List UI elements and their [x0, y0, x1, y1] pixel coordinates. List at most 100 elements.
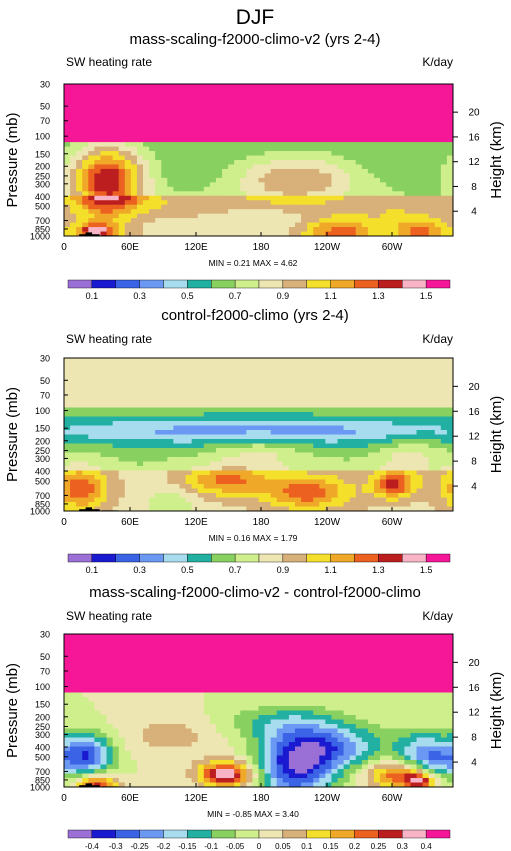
heatmap-cell — [367, 160, 375, 166]
heatmap-cell — [215, 164, 223, 170]
heatmap-cell — [355, 92, 363, 99]
heatmap-cell — [373, 106, 381, 112]
heatmap-cell — [149, 661, 156, 667]
heatmap-cell — [301, 403, 308, 409]
heatmap-cell — [410, 222, 418, 228]
heatmap-cell — [446, 84, 453, 90]
heatmap-cell — [392, 380, 399, 386]
heatmap-cell — [100, 439, 108, 445]
heatmap-cell — [234, 443, 241, 449]
heatmap-cell — [185, 434, 193, 440]
heatmap-cell — [258, 448, 266, 454]
heatmap-cell — [373, 119, 381, 125]
heatmap-cell — [252, 484, 260, 490]
heatmap-cell — [276, 195, 284, 201]
heatmap-cell — [301, 412, 308, 418]
y-tick-label: 1000 — [30, 232, 50, 242]
heatmap-cell — [434, 484, 442, 490]
heatmap-cell — [422, 479, 430, 485]
heatmap-cell — [386, 182, 393, 188]
heatmap-cell — [264, 475, 272, 481]
heatmap-cell — [185, 110, 193, 116]
heatmap-cell — [434, 200, 442, 206]
heatmap-cell — [240, 656, 247, 662]
heatmap-cell — [106, 452, 114, 458]
heatmap-cell — [434, 213, 442, 219]
heatmap-cell — [215, 209, 223, 215]
heatmap-cell — [100, 84, 108, 90]
heatmap-cell — [179, 443, 187, 449]
heatmap-cell — [94, 443, 102, 449]
heatmap-cell — [398, 457, 405, 463]
heatmap-cell — [410, 151, 418, 157]
heatmap-cell — [270, 661, 278, 667]
heatmap-cell — [234, 213, 241, 219]
heatmap-cell — [325, 222, 333, 228]
heatmap-cell — [203, 430, 211, 436]
heatmap-cell — [228, 421, 235, 427]
heatmap-cell — [88, 647, 95, 653]
heatmap-cell — [118, 506, 126, 511]
heatmap-cell — [258, 407, 266, 413]
heatmap-cell — [392, 457, 399, 463]
heatmap-cell — [294, 218, 302, 224]
heatmap-cell — [398, 407, 405, 413]
heatmap-cell — [228, 186, 235, 192]
heatmap-cell — [331, 362, 339, 368]
heatmap-cell — [301, 227, 308, 233]
heatmap-cell — [422, 213, 430, 219]
heatmap-cell — [130, 191, 138, 197]
heatmap-cell — [349, 506, 357, 511]
heatmap-cell — [161, 380, 168, 386]
heatmap-cell — [258, 213, 266, 219]
heatmap-cell — [88, 452, 95, 458]
heatmap-cell — [136, 506, 144, 511]
heatmap-cell — [331, 164, 339, 170]
heatmap-cell — [288, 106, 296, 112]
heatmap-cell — [197, 222, 205, 228]
heatmap-cell — [222, 479, 229, 485]
heatmap-cell — [380, 84, 387, 90]
heatmap-cell — [222, 371, 229, 377]
heatmap-cell — [386, 398, 393, 404]
heatmap-cell — [355, 502, 363, 508]
heatmap-cell — [209, 457, 217, 463]
heatmap-cell — [422, 146, 430, 152]
heatmap-cell — [355, 380, 363, 386]
heatmap-cell — [124, 231, 132, 236]
heatmap-cell — [446, 119, 453, 125]
heatmap-cell — [373, 191, 381, 197]
heatmap-cell — [337, 358, 345, 364]
heatmap-cell — [70, 479, 77, 485]
heatmap-cell — [167, 466, 175, 472]
heatmap-cell — [301, 119, 308, 125]
heatmap-cell — [282, 110, 290, 116]
heatmap-cell — [252, 661, 260, 667]
heatmap-cell — [118, 434, 126, 440]
heatmap-cell — [410, 452, 418, 458]
heatmap-cell — [355, 119, 363, 125]
heatmap-cell — [130, 443, 138, 449]
heatmap-cell — [76, 656, 83, 662]
heatmap-cell — [428, 204, 436, 210]
heatmap-cell — [361, 385, 369, 391]
heatmap-cell — [106, 380, 114, 386]
heatmap-cell — [234, 484, 241, 490]
heatmap-cell — [264, 439, 272, 445]
heatmap-cell — [416, 652, 424, 658]
heatmap-cell — [282, 470, 290, 476]
heatmap-cell — [386, 110, 393, 116]
heatmap-cell — [222, 218, 229, 224]
heatmap-cell — [380, 425, 387, 431]
panel-units: K/day — [422, 332, 453, 346]
heatmap-cell — [343, 227, 351, 233]
colorbar-swatch — [330, 279, 355, 289]
heatmap-cell — [288, 200, 296, 206]
heatmap-cell — [76, 634, 83, 640]
heatmap-cell — [124, 466, 132, 472]
heatmap-cell — [307, 84, 314, 90]
heatmap-cell — [264, 213, 272, 219]
heatmap-cell — [228, 497, 235, 503]
heatmap-cell — [440, 421, 448, 427]
heatmap-cell — [434, 412, 442, 418]
